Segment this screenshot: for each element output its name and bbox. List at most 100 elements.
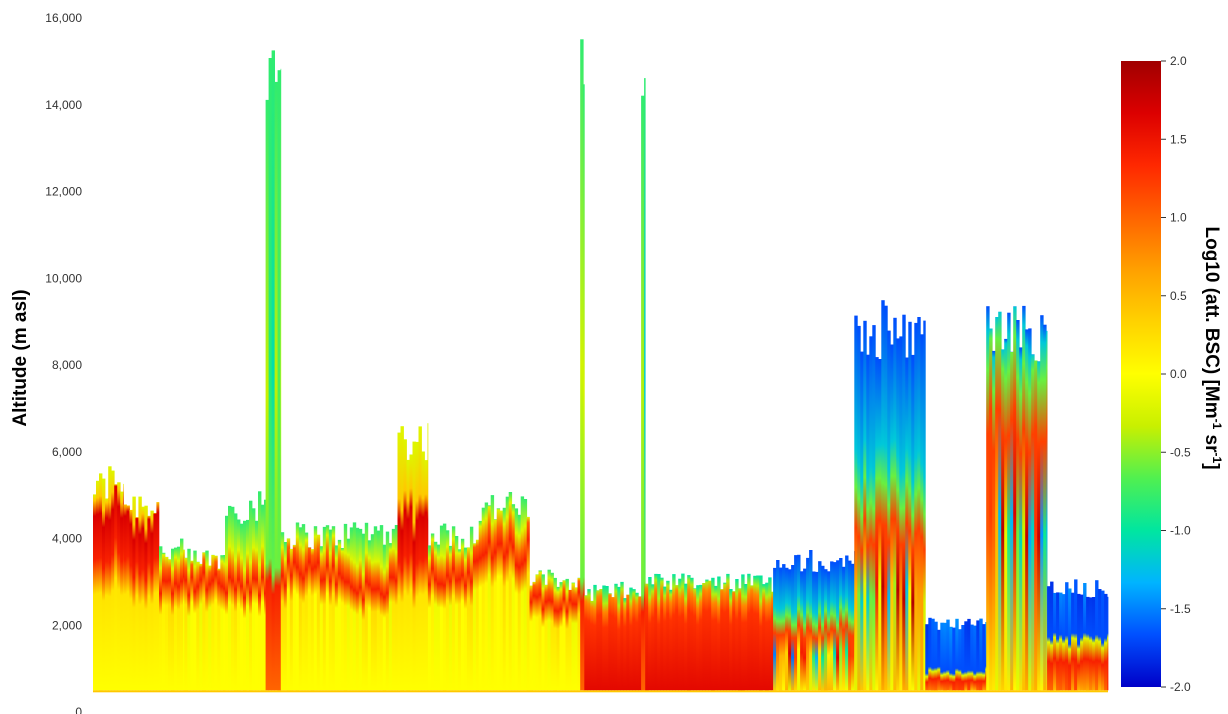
y-tick-label: 2,000 [52, 618, 82, 632]
backscatter-profile-strip [638, 596, 642, 691]
backscatter-profile-strip [409, 454, 413, 691]
backscatter-profile-strip [747, 573, 751, 691]
backscatter-profile-strip [231, 506, 235, 691]
backscatter-profile-strip [845, 555, 849, 691]
backscatter-profile-strip [264, 499, 266, 691]
backscatter-profile-strip [711, 577, 715, 691]
backscatter-profile-strip [848, 560, 852, 691]
backscatter-profile-strip [756, 575, 760, 691]
backscatter-profile-strip [255, 520, 259, 691]
backscatter-profile-strip [114, 484, 118, 691]
backscatter-profile-strip [967, 618, 971, 691]
backscatter-profile-strip [672, 574, 676, 691]
backscatter-profile-strip [310, 549, 315, 691]
backscatter-profile-strip [370, 534, 375, 691]
colorbar-tick-label: -1.0 [1170, 524, 1191, 538]
backscatter-profile-strip [732, 591, 736, 691]
backscatter-profile-strip [753, 575, 757, 691]
backscatter-profile-strip [1050, 581, 1054, 691]
backscatter-profile-strip [313, 526, 318, 691]
backscatter-profile-strip [286, 538, 291, 691]
backscatter-profile-strip [1056, 592, 1060, 691]
colorbar-tick-label: -1.5 [1170, 602, 1191, 616]
backscatter-profile-strip [979, 618, 983, 691]
backscatter-profile-strip [773, 567, 777, 691]
backscatter-profile-strip [123, 504, 127, 691]
backscatter-profile-strip [684, 583, 688, 691]
backscatter-profile-strip [156, 502, 160, 691]
y-tick-label: 8,000 [52, 358, 82, 372]
backscatter-profile-strip [436, 544, 441, 691]
backscatter-profile-strip [705, 579, 709, 691]
backscatter-profile-strip [361, 533, 366, 691]
backscatter-profile-strip [1007, 312, 1011, 691]
backscatter-profile-strip [526, 516, 530, 691]
backscatter-profile-strip [394, 525, 398, 691]
backscatter-profile-strip [214, 555, 218, 691]
backscatter-profile-strip [364, 522, 369, 691]
backscatter-profile-strip [421, 451, 425, 691]
backscatter-profile-strip [580, 39, 584, 691]
backscatter-profile-strip [520, 496, 525, 691]
backscatter-profile-strip [602, 585, 606, 691]
backscatter-profile-strip [547, 569, 551, 691]
backscatter-profile-strip [105, 498, 109, 691]
backscatter-profile-strip [762, 584, 766, 691]
backscatter-profile-strip [132, 496, 136, 691]
backscatter-profile-strip [141, 506, 145, 691]
backscatter-profile-strip [875, 357, 879, 691]
backscatter-profile-strip [973, 625, 977, 691]
backscatter-profile-strip [271, 50, 275, 691]
backscatter-profile-strip [205, 550, 209, 691]
backscatter-profile-strip [934, 621, 938, 691]
backscatter-profile-strip [964, 621, 968, 691]
backscatter-profile-strip [228, 505, 232, 691]
backscatter-profile-strip [391, 528, 396, 691]
backscatter-profile-strip [791, 565, 795, 691]
backscatter-profile-strip [908, 321, 912, 691]
backscatter-profile-strip [839, 558, 843, 691]
backscatter-profile-strip [502, 507, 507, 691]
backscatter-profile-strip [970, 624, 974, 691]
backscatter-profile-strip [376, 530, 381, 691]
backscatter-profile-strip [833, 562, 837, 691]
colorbar-tick-label: 0.5 [1170, 289, 1187, 303]
backscatter-profile-strip [738, 588, 742, 691]
backscatter-profile-strip [702, 583, 706, 691]
backscatter-profile-strip [824, 569, 828, 691]
backscatter-profile-strip [949, 626, 953, 691]
backscatter-profile-strip [842, 566, 846, 691]
backscatter-profile-strip [568, 589, 572, 691]
backscatter-profile-strip [193, 550, 197, 691]
backscatter-profile-strip [249, 500, 253, 691]
backscatter-profile-strip [505, 496, 510, 691]
backscatter-profile-strip [466, 547, 471, 691]
backscatter-profile-strip [379, 525, 384, 691]
backscatter-profile-strip [346, 538, 351, 691]
backscatter-profile-strip [1098, 589, 1102, 691]
backscatter-profile-strip [168, 559, 172, 691]
backscatter-profile-strip [943, 622, 947, 691]
backscatter-profile-strip [99, 473, 103, 691]
backscatter-profile-strip [768, 577, 772, 691]
backscatter-profile-strip [199, 563, 203, 691]
backscatter-profile-strip [337, 539, 342, 691]
backscatter-profile-strip [277, 70, 281, 691]
backscatter-profile-strip [403, 439, 407, 691]
backscatter-profile-strip [334, 545, 339, 691]
backscatter-profile-strip [535, 574, 539, 691]
backscatter-profile-strip [678, 578, 682, 691]
backscatter-profile-strip [866, 354, 870, 691]
backscatter-profile-strip [577, 577, 581, 691]
backscatter-profile-strip [940, 622, 944, 691]
backscatter-profile-strip [171, 548, 175, 691]
backscatter-profile-strip [415, 441, 419, 691]
backscatter-profile-strip [794, 555, 798, 691]
backscatter-profile-strip [343, 523, 348, 691]
backscatter-profile-strip [138, 496, 142, 691]
backscatter-profile-strip [690, 577, 694, 691]
colorbar-tick-label: 0.0 [1170, 367, 1187, 381]
backscatter-profile-strip [268, 58, 272, 691]
backscatter-profile-strip [1068, 588, 1072, 691]
backscatter-profile-strip [995, 317, 999, 691]
